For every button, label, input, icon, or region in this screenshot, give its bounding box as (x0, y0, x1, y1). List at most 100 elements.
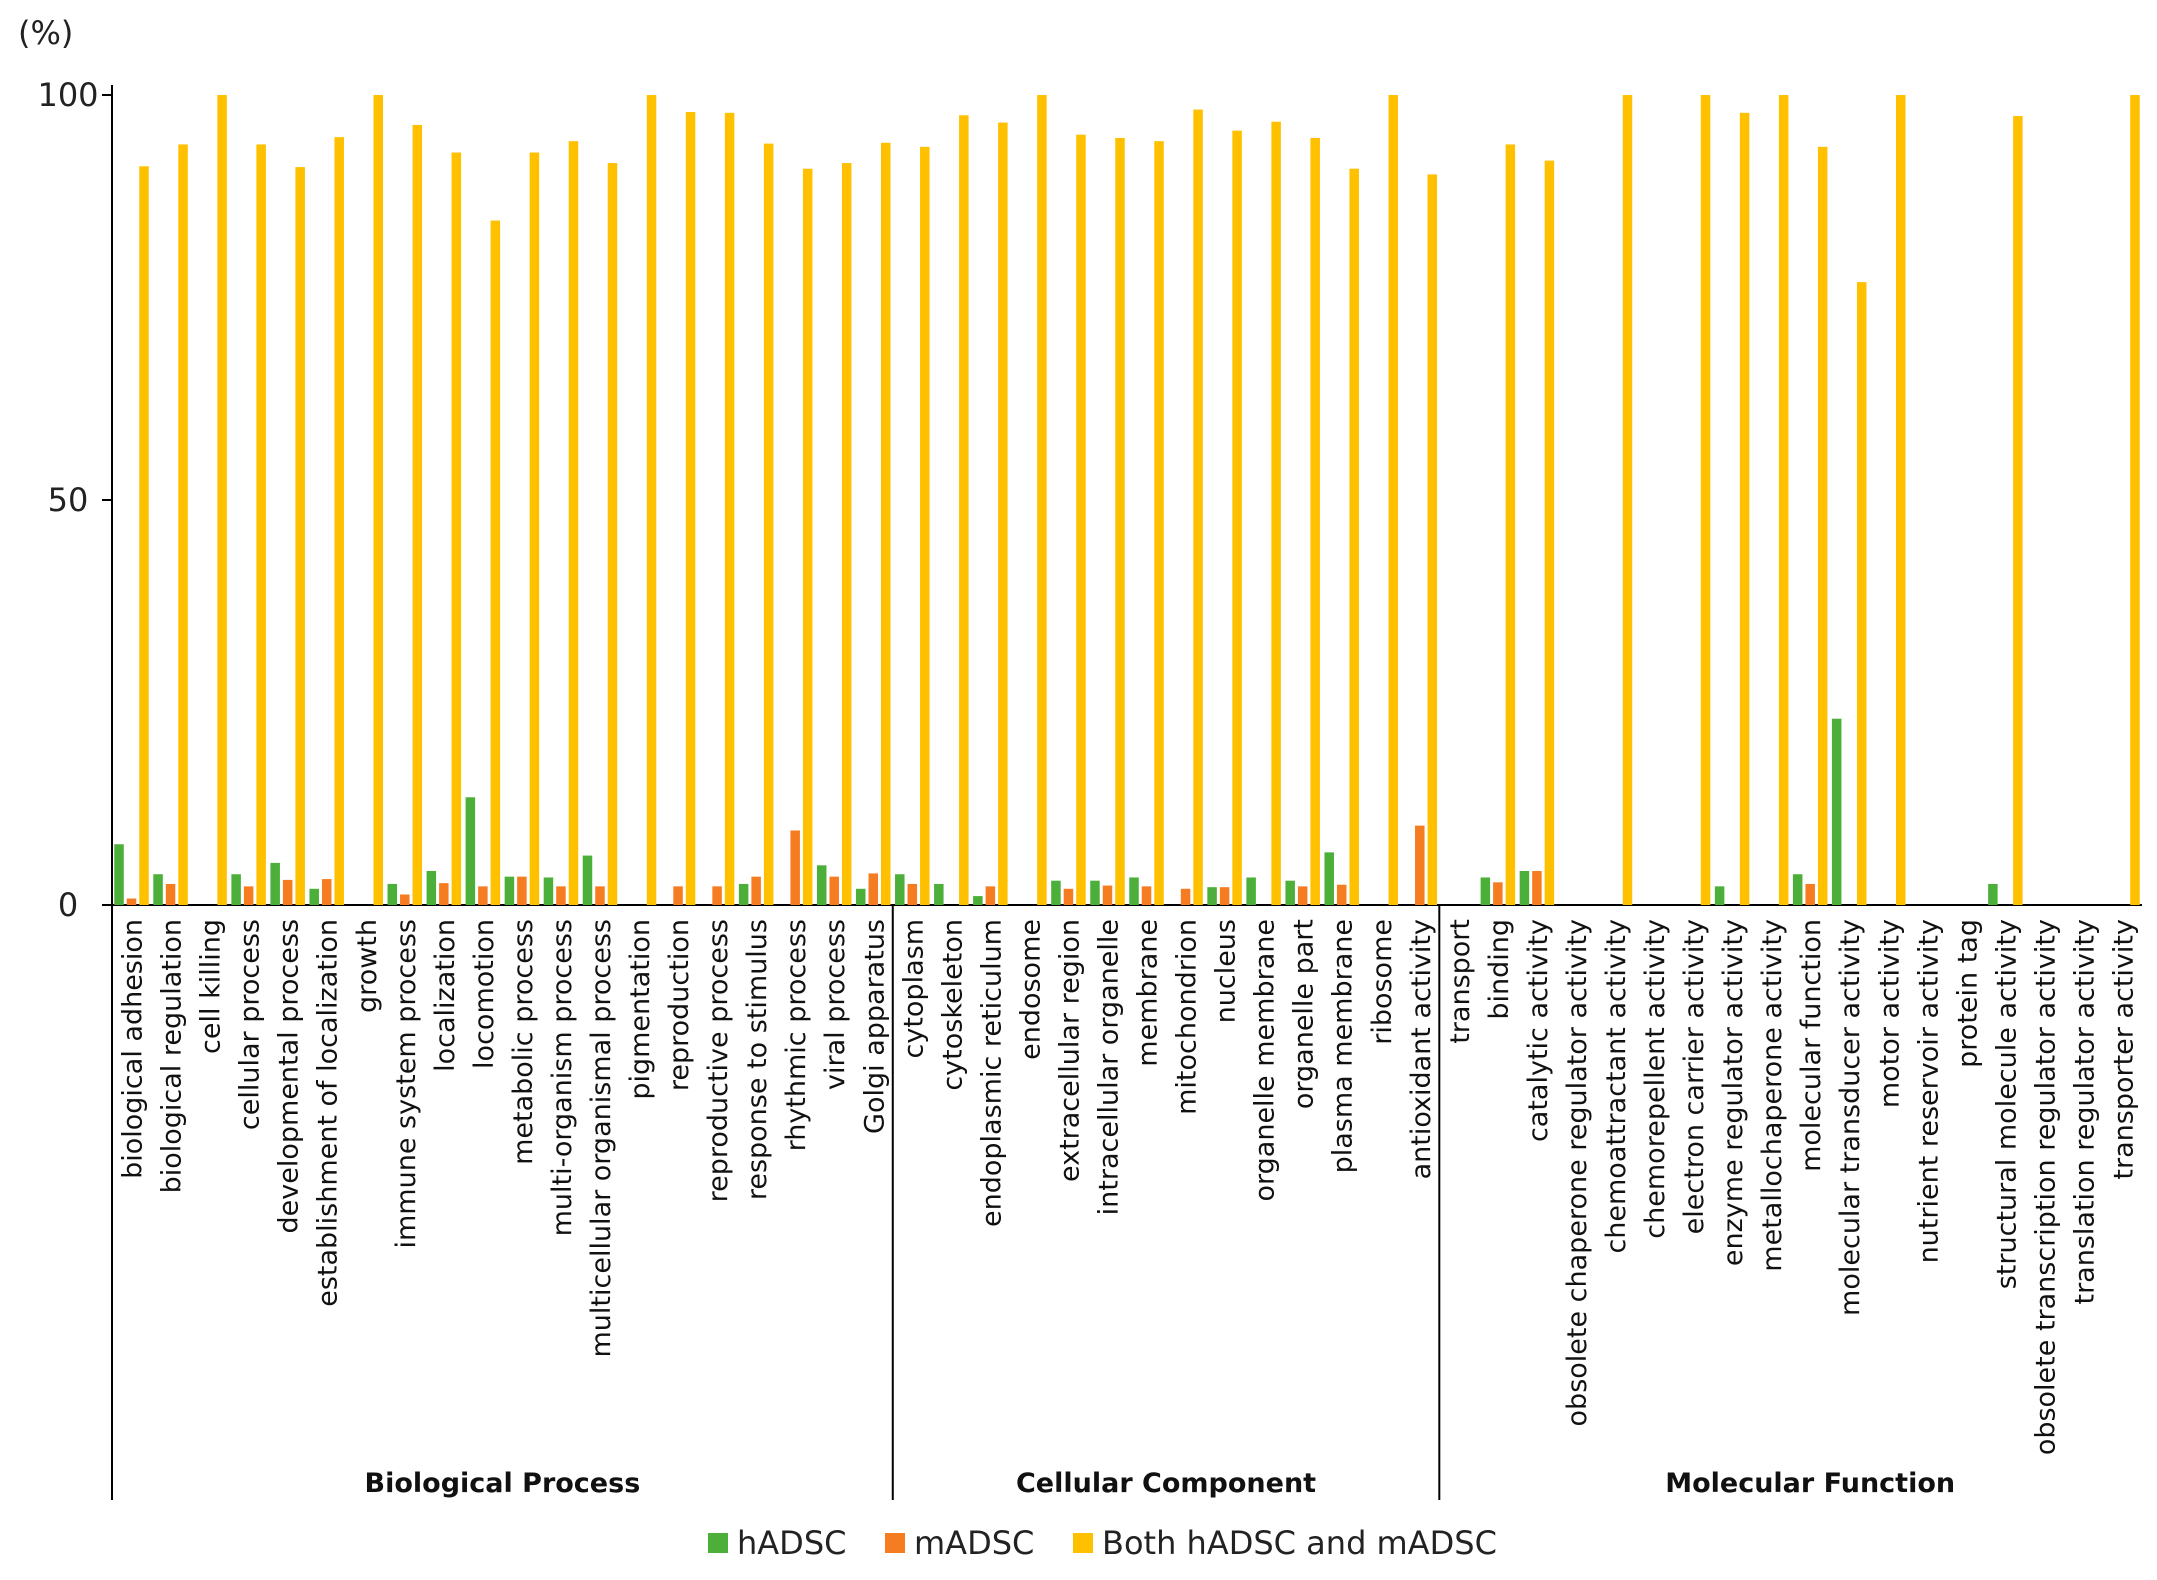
bar-both-hadsc-and-madsc-0 (139, 166, 149, 905)
category-label-33: antioxidant activity (1406, 919, 1437, 1179)
bar-madsc-30 (1297, 886, 1308, 905)
bar-both-hadsc-and-madsc-43 (1817, 146, 1828, 906)
category-label-22: endoplasmic reticulum (976, 919, 1007, 1227)
bar-madsc-28 (1219, 887, 1230, 905)
bar-madsc-8 (439, 883, 449, 905)
bar-madsc-27 (1180, 888, 1191, 905)
legend-label-2: Both hADSC and mADSC (1102, 1524, 1497, 1562)
category-label-40: electron carrier activity (1679, 919, 1710, 1234)
bar-both-hadsc-and-madsc-48 (2013, 116, 2023, 905)
category-label-30: organelle part (1289, 919, 1320, 1109)
bar-madsc-11 (556, 886, 566, 905)
bar-madsc-10 (517, 876, 527, 905)
bar-both-hadsc-and-madsc-42 (1778, 95, 1789, 905)
axes (111, 85, 2142, 1500)
bar-hadsc-1 (153, 874, 163, 905)
category-label-9: locomotion (469, 919, 500, 1069)
legend-swatch-2 (1073, 1533, 1093, 1553)
bar-both-hadsc-and-madsc-27 (1193, 109, 1203, 905)
category-label-47: protein tag (1952, 919, 1983, 1068)
bar-both-hadsc-and-madsc-45 (1896, 95, 1906, 905)
category-label-15: reproductive process (703, 919, 734, 1202)
bar-both-hadsc-and-madsc-14 (685, 112, 696, 905)
bar-both-hadsc-and-madsc-6 (373, 95, 383, 905)
bar-madsc-3 (243, 886, 254, 905)
bar-both-hadsc-and-madsc-19 (881, 142, 891, 906)
category-label-45: motor activity (1874, 919, 1905, 1108)
category-label-39: chemorepellent activity (1640, 919, 1671, 1239)
category-label-46: nutrient reservoir activity (1913, 919, 1944, 1263)
bar-both-hadsc-and-madsc-9 (490, 220, 501, 906)
category-label-2: cell killing (196, 919, 227, 1054)
category-label-5: establishment of localization (313, 919, 344, 1307)
bar-both-hadsc-and-madsc-7 (412, 124, 423, 906)
bar-hadsc-11 (543, 877, 554, 905)
category-label-20: cytoplasm (898, 919, 929, 1058)
category-label-36: catalytic activity (1523, 919, 1554, 1142)
bar-both-hadsc-and-madsc-28 (1232, 130, 1242, 905)
bar-both-hadsc-and-madsc-5 (334, 137, 344, 905)
bar-madsc-24 (1063, 888, 1074, 905)
bar-madsc-14 (673, 886, 683, 905)
category-label-0: biological adhesion (118, 919, 149, 1179)
bar-hadsc-22 (973, 896, 983, 905)
category-label-41: enzyme regulator activity (1718, 919, 1749, 1266)
bar-both-hadsc-and-madsc-24 (1076, 134, 1086, 905)
bar-madsc-19 (868, 873, 878, 905)
bar-both-hadsc-and-madsc-21 (959, 115, 969, 905)
y-tick-label-50: 50 (48, 481, 89, 519)
bar-hadsc-5 (309, 888, 319, 905)
bar-madsc-18 (829, 876, 839, 905)
bar-madsc-20 (907, 883, 918, 905)
category-label-18: viral process (820, 919, 851, 1090)
bar-madsc-17 (790, 830, 800, 905)
category-label-49: obsolete transcription regulator activit… (2030, 919, 2061, 1455)
bar-both-hadsc-and-madsc-30 (1310, 137, 1320, 905)
category-label-43: molecular function (1796, 919, 1827, 1172)
category-label-11: multi-organism process (547, 919, 578, 1236)
bar-madsc-7 (400, 894, 410, 905)
bar-madsc-4 (282, 879, 293, 905)
category-label-7: immune system process (391, 919, 422, 1248)
group-label-1: Cellular Component (1016, 1468, 1316, 1499)
category-label-10: metabolic process (508, 919, 539, 1165)
bar-both-hadsc-and-madsc-10 (529, 152, 540, 905)
bar-hadsc-19 (856, 888, 866, 905)
category-label-12: multicellular organismal process (586, 919, 617, 1358)
bar-madsc-31 (1336, 884, 1347, 905)
bar-madsc-35 (1493, 882, 1503, 905)
bar-both-hadsc-and-madsc-17 (802, 168, 813, 905)
group-labels: Biological Process Cellular Component Mole… (365, 1468, 1956, 1499)
bar-madsc-1 (165, 883, 176, 905)
bar-madsc-5 (321, 879, 332, 905)
bar-hadsc-44 (1831, 718, 1842, 905)
bar-both-hadsc-and-madsc-33 (1427, 174, 1438, 905)
y-tick-label-100: 100 (37, 76, 98, 114)
bar-hadsc-28 (1207, 887, 1217, 905)
category-label-14: reproduction (664, 919, 695, 1091)
bar-both-hadsc-and-madsc-41 (1739, 112, 1750, 905)
category-label-8: localization (430, 919, 461, 1072)
bar-hadsc-36 (1519, 870, 1530, 905)
category-label-28: nucleus (1211, 919, 1242, 1023)
category-label-1: biological regulation (157, 919, 188, 1193)
bar-hadsc-16 (738, 883, 749, 905)
bar-both-hadsc-and-madsc-31 (1349, 168, 1359, 905)
category-label-13: pigmentation (625, 919, 656, 1100)
category-label-34: transport (1445, 919, 1476, 1044)
legend-swatch-0 (708, 1533, 728, 1553)
bar-both-hadsc-and-madsc-11 (568, 141, 579, 906)
bar-madsc-36 (1532, 870, 1542, 905)
bar-hadsc-43 (1792, 874, 1803, 905)
bar-madsc-33 (1415, 825, 1425, 905)
bar-hadsc-18 (816, 865, 827, 905)
bar-hadsc-10 (504, 876, 515, 905)
bar-hadsc-31 (1324, 852, 1334, 905)
group-label-2: Molecular Function (1665, 1468, 1955, 1499)
bar-both-hadsc-and-madsc-26 (1154, 141, 1164, 906)
bar-both-hadsc-and-madsc-44 (1856, 282, 1867, 905)
bar-both-hadsc-and-madsc-12 (607, 163, 618, 906)
bar-madsc-25 (1102, 885, 1113, 905)
category-label-50: translation regulator activity (2069, 919, 2100, 1305)
